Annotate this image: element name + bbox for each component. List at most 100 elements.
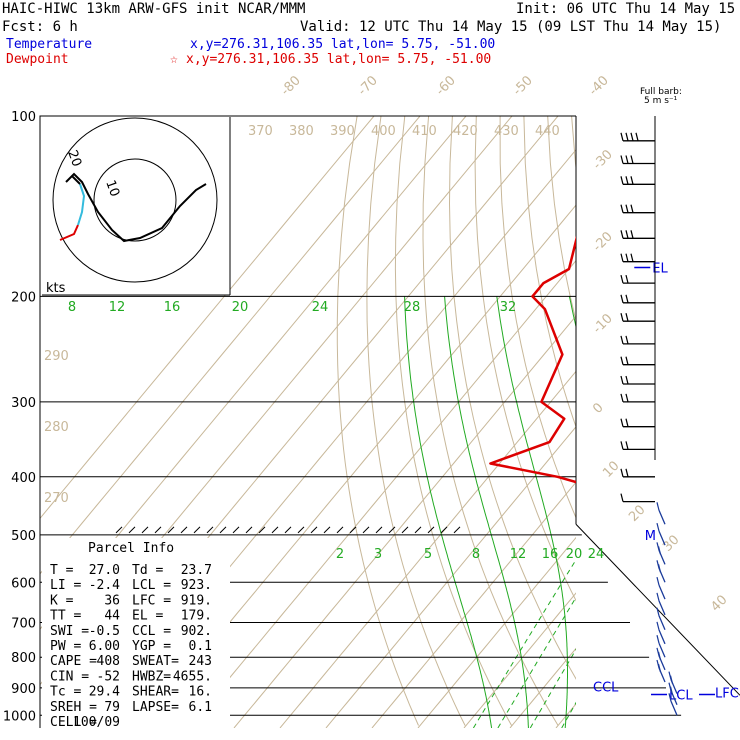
- parcel-info-cell: SWI =: [50, 624, 89, 639]
- dry-adiabat-line: [667, 116, 740, 726]
- mixing-top-label: 28: [404, 300, 421, 315]
- wind-barb-flag: [630, 230, 634, 239]
- parcel-info-cell: SREH =: [50, 700, 97, 715]
- parcel-info-cell: Td =: [132, 563, 163, 578]
- pressure-label-800: 800: [11, 651, 36, 666]
- wind-barb-flag: [620, 418, 624, 427]
- isotherm-label: -70: [355, 73, 381, 99]
- moist-adiabat-line: [444, 296, 529, 728]
- isotherm-line: [233, 315, 576, 728]
- isotherm-label: 10: [600, 459, 622, 481]
- parcel-info-cell: 923.: [181, 578, 212, 593]
- parcel-info-cell: -0.5: [89, 624, 120, 639]
- parcel-info-cell: 6.1: [189, 700, 212, 715]
- theta-label: 280: [44, 420, 69, 435]
- slash-mark: [336, 526, 344, 534]
- parcel-info-cell: LAPSE=: [132, 700, 179, 715]
- parcel-info-panel: Parcel Info T = 27.0 Td = 23.7 LI = -2.4 LCL =…: [42, 538, 230, 730]
- wind-barb-staff: [658, 615, 666, 631]
- temperature-profile: [627, 116, 680, 715]
- hodograph-ring-label: 10: [102, 178, 122, 199]
- parcel-info-cell: LCL =: [132, 578, 171, 593]
- parcel-info-cell: CCL =: [132, 624, 171, 639]
- wind-barb-flag: [625, 204, 629, 213]
- isotherm-label: -80: [278, 73, 304, 99]
- wind-barb-staff: [670, 701, 678, 716]
- parcel-info-cell: 6.00: [89, 639, 120, 654]
- mixing-top-label: 20: [232, 300, 249, 315]
- wind-barb-flag: [669, 686, 674, 695]
- theta-label: 390: [330, 124, 355, 139]
- wind-barb-flag: [656, 607, 660, 616]
- dry-adiabat-line: [571, 116, 576, 172]
- wind-barb-flag: [625, 132, 629, 141]
- parcel-info-cell: 919.: [181, 593, 212, 608]
- wind-barb-flag: [625, 418, 629, 427]
- slash-mark: [193, 526, 201, 534]
- parcel-info-cell: -52: [97, 669, 120, 684]
- wind-barb-flag: [630, 253, 634, 262]
- pressure-label-400: 400: [11, 471, 36, 486]
- slash-mark: [141, 526, 149, 534]
- wind-barb-flag: [657, 564, 662, 573]
- wind-barb-flag: [630, 155, 634, 164]
- wind-barb-flag: [668, 693, 672, 702]
- slash-mark: [388, 526, 396, 534]
- pressure-label-200: 200: [11, 290, 36, 305]
- slash-mark: [323, 526, 331, 534]
- parcel-info-cell: 16.: [189, 685, 212, 700]
- parcel-info-title: Parcel Info: [88, 541, 174, 556]
- slash-mark: [245, 526, 253, 534]
- wind-barbs: [620, 116, 678, 716]
- mixing-top-label: 16: [164, 300, 181, 315]
- pressure-label-900: 900: [11, 682, 36, 697]
- slash-mark: [310, 526, 318, 534]
- theta-label: 290: [44, 349, 69, 364]
- moist-adiabat-line: [676, 296, 740, 728]
- parcel-info-cell: 79: [104, 700, 120, 715]
- hodograph-ring-label: 20: [64, 148, 84, 169]
- mixing-low-label: 3: [374, 547, 382, 562]
- isotherm-line: [463, 592, 576, 728]
- wind-barb-flag: [656, 635, 660, 644]
- mixing-low-label: 2: [336, 547, 344, 562]
- parcel-info-cell: 100/09: [73, 715, 120, 730]
- isotherm-line: [509, 647, 576, 728]
- mixing-ratio-line: [497, 596, 576, 728]
- temperature-legend: Temperature: [6, 37, 92, 52]
- mixing-ratio-line: [561, 701, 576, 728]
- parcel-info-cell: 408: [97, 654, 120, 669]
- wind-barb-flag: [620, 230, 624, 239]
- dry-adiabat-line: [422, 116, 559, 726]
- theta-label: 420: [453, 124, 478, 139]
- wind-barb-staff: [658, 629, 666, 645]
- wind-barb-flag: [620, 468, 624, 477]
- dry-adiabat-line: [691, 116, 740, 726]
- dry-adiabat-line: [499, 116, 576, 519]
- hodograph-ring-inner: [93, 158, 177, 242]
- wind-barb-flag: [625, 356, 629, 365]
- isotherm-line: [279, 370, 576, 728]
- isotherm-line: [602, 116, 740, 728]
- parcel-info-cell: 4655.: [173, 669, 212, 684]
- hodograph: 20 10 kts: [42, 117, 231, 296]
- mixing-top-label: 8: [68, 300, 76, 315]
- mixing-low-label: 12: [510, 547, 527, 562]
- slash-mark: [362, 526, 370, 534]
- parcel-info-cell: LFC =: [132, 593, 171, 608]
- barb-legend-title: Full barb:: [640, 87, 682, 97]
- parcel-info-cell: PW =: [50, 639, 81, 654]
- isotherm-label: 40: [708, 593, 730, 615]
- sounding-profiles: [489, 116, 680, 715]
- star-icon: ☆: [170, 52, 178, 67]
- lfc-marker: LFC: [715, 686, 739, 701]
- dry-adiabat-line: [643, 116, 740, 726]
- forecast-hour: Fcst: 6 h: [2, 19, 78, 35]
- mixing-low-label: 24: [588, 547, 605, 562]
- dry-adiabat-line: [715, 116, 740, 726]
- wind-barb-flag: [630, 176, 634, 185]
- wind-barb-staff: [658, 530, 666, 546]
- parcel-info-cell: SHEAR=: [132, 685, 179, 700]
- dry-adiabat-line: [448, 116, 576, 680]
